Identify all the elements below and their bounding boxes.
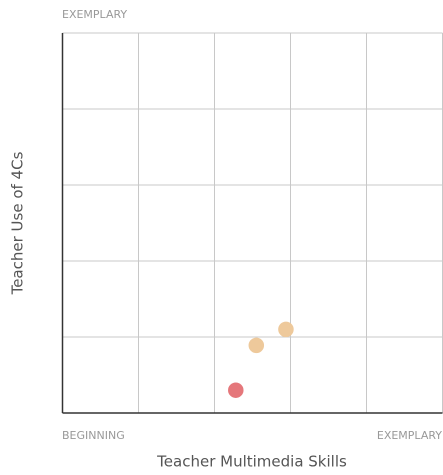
y-axis-label: Teacher Use of 4Cs — [9, 151, 27, 295]
y-end-label: EXEMPLARY — [62, 8, 127, 21]
point — [228, 382, 244, 398]
x-start-label: BEGINNING — [62, 429, 125, 442]
x-end-label: EXEMPLARY — [377, 429, 442, 442]
point — [248, 337, 265, 354]
x-axis-label: Teacher Multimedia Skills — [156, 453, 347, 471]
point — [278, 321, 294, 338]
